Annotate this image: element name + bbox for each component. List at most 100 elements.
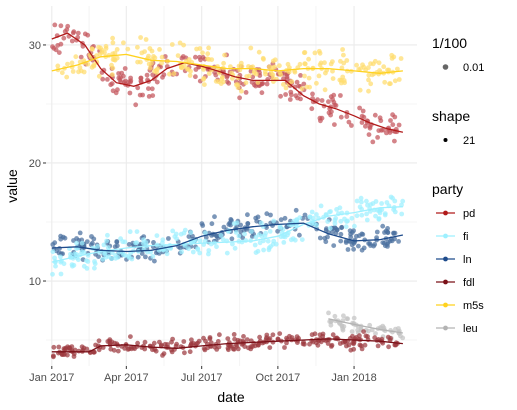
point-m5s	[64, 74, 70, 80]
point-m5s	[181, 42, 187, 48]
point-fi	[154, 233, 160, 239]
point-m5s	[302, 73, 307, 79]
point-fi	[328, 209, 333, 214]
point-m5s	[235, 85, 241, 90]
point-fi	[231, 221, 237, 227]
point-pd	[140, 92, 146, 98]
point-fi	[260, 224, 266, 230]
point-m5s	[307, 84, 312, 90]
point-fdl	[344, 343, 349, 349]
point-ln	[322, 235, 328, 241]
point-m5s	[323, 70, 328, 76]
point-ln	[112, 244, 118, 250]
point-fdl	[275, 336, 281, 342]
point-m5s	[302, 61, 308, 67]
point-fdl	[337, 341, 343, 346]
point-pd	[133, 102, 139, 108]
point-pd	[193, 54, 198, 60]
point-fdl	[71, 354, 77, 359]
point-ln	[357, 233, 362, 239]
point-fi	[258, 220, 264, 226]
point-m5s	[368, 61, 373, 67]
point-pd	[363, 123, 368, 129]
point-fdl	[289, 335, 295, 340]
point-fi	[186, 246, 191, 252]
point-ln	[238, 222, 244, 228]
point-m5s	[121, 40, 126, 46]
point-m5s	[366, 77, 371, 83]
point-m5s	[89, 46, 95, 51]
point-ln	[275, 228, 280, 234]
point-fi	[343, 224, 349, 230]
point-m5s	[152, 55, 158, 61]
point-fi	[181, 230, 187, 236]
point-fdl	[330, 332, 336, 338]
point-m5s	[322, 60, 327, 66]
point-ln	[350, 230, 355, 235]
point-fdl	[170, 336, 176, 342]
point-fi	[233, 230, 239, 235]
point-ln	[268, 212, 273, 218]
point-pd	[100, 76, 106, 82]
point-m5s	[297, 61, 303, 67]
point-m5s	[96, 73, 102, 79]
point-ln	[380, 223, 386, 229]
point-pd	[278, 93, 283, 99]
point-fdl	[348, 347, 354, 353]
point-m5s	[366, 72, 372, 78]
legend-label: fdl	[463, 277, 475, 289]
point-m5s	[283, 85, 289, 91]
point-leu	[326, 310, 331, 316]
point-fi	[203, 230, 208, 236]
point-fdl	[386, 344, 391, 350]
legend-label: fi	[463, 231, 469, 243]
point-m5s	[252, 68, 257, 74]
legend-title: shape	[432, 108, 470, 124]
point-pd	[149, 86, 155, 92]
point-m5s	[109, 62, 114, 68]
point-pd	[50, 44, 55, 50]
point-fi	[141, 240, 146, 246]
point-fi	[338, 218, 344, 224]
point-fdl	[277, 331, 283, 336]
point-ln	[331, 243, 337, 249]
point-fi	[52, 255, 57, 261]
y-tick-label: 10	[29, 276, 41, 288]
point-fi	[382, 212, 388, 218]
point-fi	[113, 253, 118, 258]
point-fi	[282, 234, 288, 240]
point-m5s	[213, 78, 219, 84]
point-m5s	[339, 80, 344, 86]
point-pd	[61, 35, 67, 41]
point-fi	[105, 232, 110, 238]
point-m5s	[344, 58, 350, 63]
point-fi	[309, 209, 315, 215]
x-axis-title: date	[217, 389, 244, 405]
point-fi	[71, 262, 77, 268]
point-fdl	[264, 335, 269, 341]
point-fdl	[256, 340, 262, 346]
point-fdl	[207, 336, 213, 342]
point-m5s	[76, 69, 81, 75]
point-fi	[359, 199, 364, 205]
point-pd	[144, 72, 150, 78]
point-m5s	[239, 88, 244, 94]
point-ln	[139, 251, 145, 256]
point-m5s	[299, 86, 305, 92]
point-fi	[72, 251, 78, 257]
point-pd	[359, 120, 365, 125]
point-m5s	[69, 60, 75, 66]
point-fdl	[284, 335, 289, 341]
point-ln	[333, 230, 339, 236]
trend-line-pd	[51, 32, 404, 133]
point-fdl	[244, 337, 250, 342]
point-fdl	[282, 345, 287, 350]
point-fdl	[310, 339, 316, 345]
point-m5s	[175, 53, 181, 58]
point-leu	[349, 329, 355, 334]
legend-key-point	[443, 302, 448, 308]
point-m5s	[229, 70, 235, 76]
point-pd	[328, 94, 334, 100]
